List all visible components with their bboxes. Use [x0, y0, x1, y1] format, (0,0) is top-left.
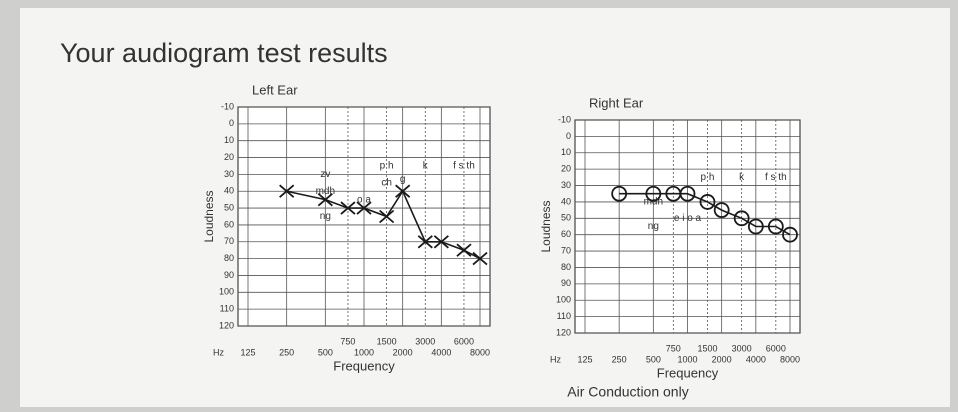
sound-label: mdh — [644, 197, 663, 208]
marker — [379, 209, 395, 224]
note: Air Conduction only — [567, 384, 688, 400]
x-tick-label: 4000 — [746, 354, 766, 364]
sound-label: p h — [380, 161, 394, 172]
sound-label: e i o a — [674, 213, 702, 224]
y-tick-label: 60 — [224, 219, 234, 229]
y-tick-label: -10 — [558, 114, 571, 124]
y-axis-label: Loudness — [202, 190, 216, 242]
x-tick-label: 125 — [577, 354, 592, 364]
y-tick-label: -10 — [221, 101, 234, 111]
sound-label: f s th — [765, 172, 787, 183]
x-axis-label: Frequency — [657, 365, 719, 380]
x-tick-label: 8000 — [780, 354, 800, 364]
sound-label: f s th — [453, 161, 475, 172]
y-tick-label: 100 — [556, 295, 571, 305]
sound-label: p h — [701, 172, 715, 183]
marker — [679, 185, 696, 202]
y-tick-label: 70 — [561, 245, 571, 255]
x-tick-label: 2000 — [712, 354, 732, 364]
y-tick-label: 120 — [219, 320, 234, 330]
sound-label: mdh — [316, 186, 335, 197]
marker — [611, 185, 628, 202]
x-tick-label: 3000 — [415, 336, 435, 346]
y-tick-label: 20 — [561, 164, 571, 174]
y-tick-label: 0 — [566, 131, 571, 141]
marker — [472, 251, 488, 266]
y-tick-label: 30 — [224, 169, 234, 179]
chart-title: Left Ear — [252, 82, 298, 97]
sound-label: g — [400, 174, 406, 185]
x-axis-label: Frequency — [333, 358, 395, 373]
x-tick-label: 500 — [318, 347, 333, 357]
x-tick-label: 750 — [340, 336, 355, 346]
x-tick-label: 1000 — [354, 347, 374, 357]
x-tick-label: 1500 — [377, 336, 397, 346]
x-tick-label: 6000 — [454, 336, 474, 346]
page-title: Your audiogram test results — [60, 38, 388, 68]
chart-title: Right Ear — [589, 95, 644, 110]
x-tick-label: 250 — [612, 354, 627, 364]
y-tick-label: 100 — [219, 287, 234, 297]
marker — [417, 235, 433, 249]
x-unit: Hz — [550, 354, 561, 364]
data-line — [286, 189, 481, 260]
sound-label: k — [739, 172, 745, 183]
y-tick-label: 50 — [561, 213, 571, 223]
marker — [356, 201, 372, 215]
marker — [699, 194, 716, 210]
y-tick-label: 10 — [561, 147, 571, 157]
marker — [279, 184, 295, 198]
x-tick-label: 250 — [279, 347, 294, 357]
marker — [782, 226, 798, 243]
y-tick-label: 20 — [224, 152, 234, 162]
y-tick-label: 0 — [229, 118, 234, 128]
y-tick-label: 40 — [224, 186, 234, 196]
y-tick-label: 40 — [561, 196, 571, 206]
marker — [317, 192, 333, 207]
marker — [767, 218, 784, 235]
marker — [340, 201, 356, 215]
y-tick-label: 50 — [224, 202, 234, 212]
sound-label: k — [423, 161, 429, 172]
y-tick-label: 90 — [561, 278, 571, 288]
x-tick-label: 4000 — [431, 347, 451, 357]
x-tick-label: 3000 — [732, 343, 752, 353]
sound-label: ng — [648, 221, 659, 232]
sound-label: o a — [357, 194, 371, 205]
marker — [395, 184, 411, 198]
sound-label: ch — [381, 177, 392, 188]
y-tick-label: 110 — [220, 304, 234, 314]
y-tick-label: 60 — [561, 229, 571, 239]
x-tick-label: 2000 — [393, 347, 413, 357]
x-tick-label: 1000 — [677, 354, 697, 364]
marker — [433, 235, 449, 249]
marker — [645, 185, 662, 202]
y-tick-label: 80 — [561, 262, 571, 272]
sound-label: ng — [320, 211, 331, 222]
y-tick-label: 70 — [224, 236, 234, 246]
x-tick-label: 1500 — [697, 343, 717, 353]
y-tick-label: 30 — [561, 180, 571, 190]
y-axis-label: Loudness — [539, 200, 553, 252]
marker — [733, 210, 750, 227]
x-tick-label: 125 — [240, 347, 255, 357]
marker — [713, 202, 730, 219]
x-tick-label: 6000 — [766, 343, 786, 353]
x-unit: Hz — [213, 347, 224, 357]
y-tick-label: 10 — [224, 135, 234, 145]
x-tick-label: 8000 — [470, 347, 490, 357]
y-tick-label: 120 — [556, 327, 571, 337]
data-line — [619, 192, 791, 236]
x-tick-label: 500 — [646, 354, 661, 364]
x-tick-label: 750 — [666, 343, 681, 353]
sound-label: zv — [320, 169, 330, 180]
y-tick-label: 90 — [224, 270, 234, 280]
y-tick-label: 110 — [557, 311, 571, 321]
marker — [747, 218, 764, 235]
marker — [456, 243, 472, 257]
y-tick-label: 80 — [224, 253, 234, 263]
